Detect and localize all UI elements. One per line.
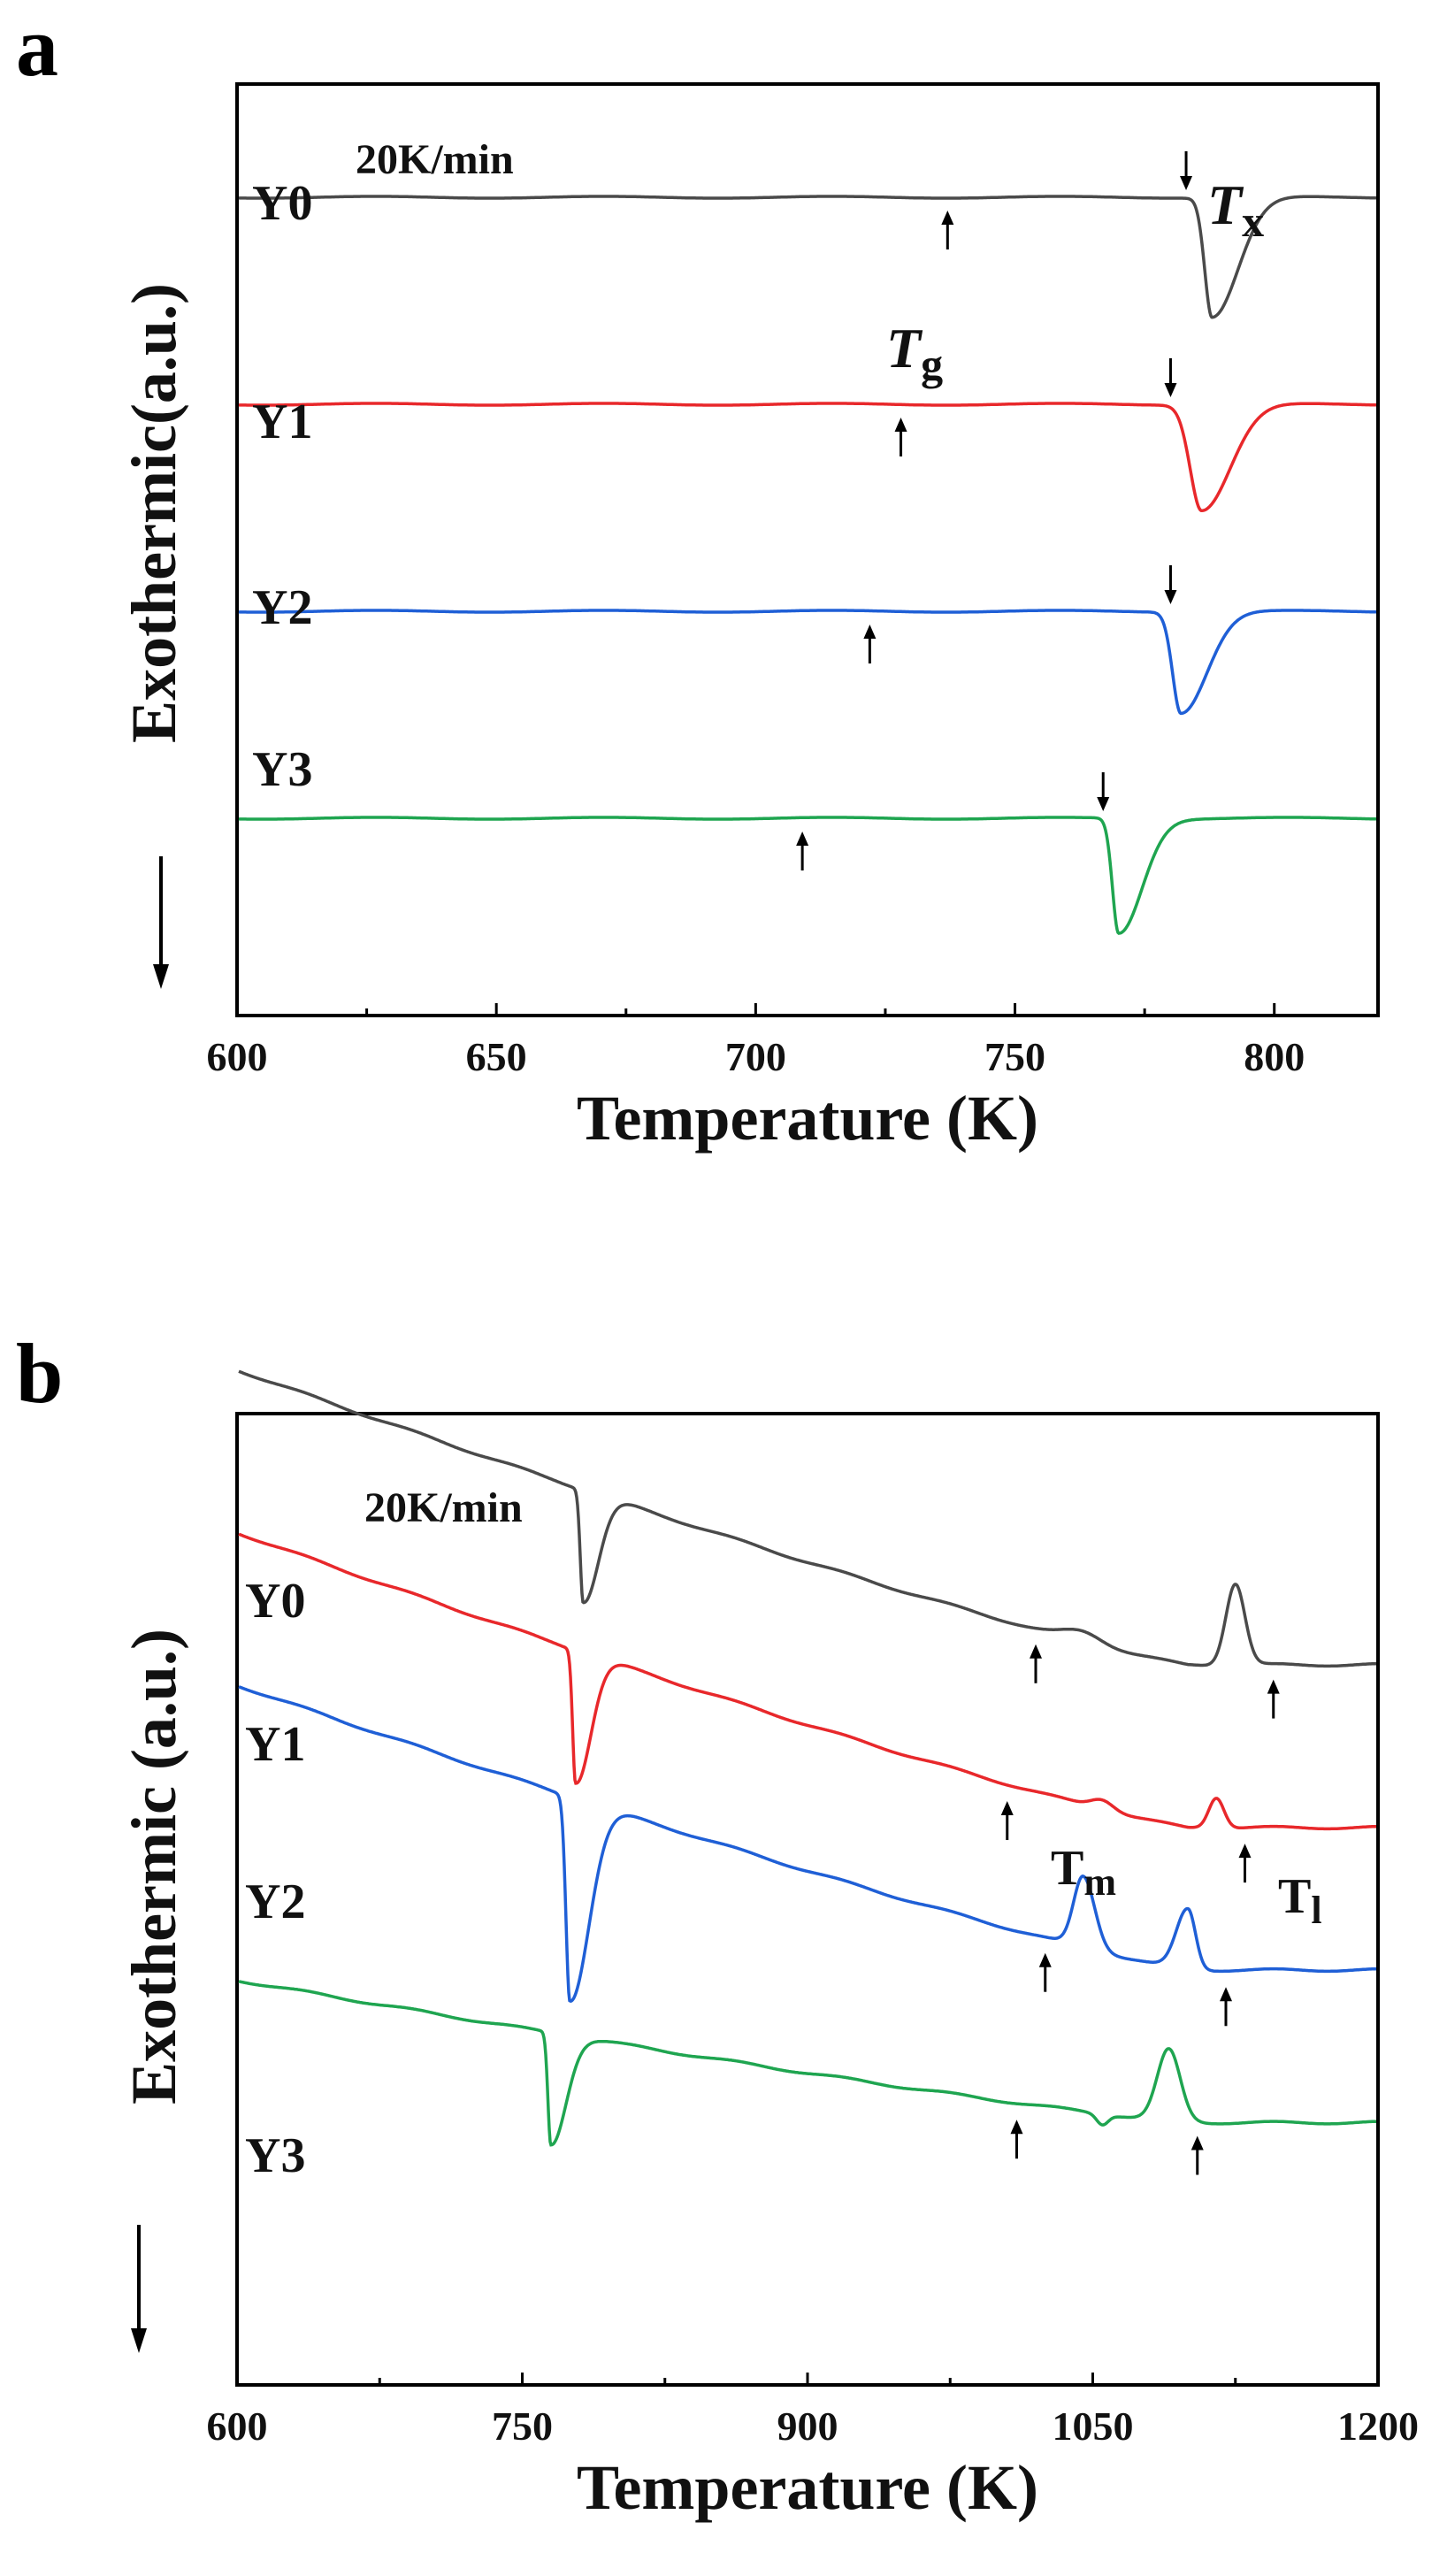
panel-b-series-Y0 <box>238 1369 1376 1668</box>
panel-a-series-Y3 <box>238 816 1376 935</box>
panel-a-series-Y2 <box>238 609 1376 716</box>
panel-b-ylabel-arrow-head <box>131 2328 147 2353</box>
panel-a-tx-label: Tx <box>1207 173 1264 246</box>
panel-a-series-Y1 <box>238 402 1376 513</box>
panel-a-tg-label: Tg <box>886 317 943 389</box>
panel-b-series-label-Y0: Y0 <box>245 1574 305 1629</box>
panel-b-label: b <box>16 1326 63 1421</box>
panel-b-ylabel: Exothermic (a.u.) <box>119 1629 189 2104</box>
panel-b-series-Y3 <box>238 1980 1376 2147</box>
panel-b: 600 750 900 1050 1200 Temperature (K) Exotherm… <box>119 1369 1419 2523</box>
panel-b-tm-arrow-Y0 <box>1030 1644 1042 1683</box>
panel-b-tm-label: Tm <box>1051 1841 1116 1904</box>
panel-b-xtick-label-600: 600 <box>207 2404 268 2449</box>
panel-b-xtick-label-900: 900 <box>777 2404 838 2449</box>
panel-a-tg-arrow-Y0 <box>941 211 954 249</box>
panel-b-tl-arrow-Y0 <box>1267 1679 1280 1719</box>
panel-b-series-Y2 <box>238 1685 1376 2004</box>
panel-a-plot-frame <box>235 82 1380 1017</box>
panel-a-series-label-Y1: Y1 <box>252 395 312 449</box>
panel-b-series-label-Y2: Y2 <box>245 1874 305 1929</box>
panel-b-tl-arrow-Y2 <box>1220 1987 1232 2027</box>
panel-b-xlabel: Temperature (K) <box>577 2452 1038 2523</box>
panel-b-tl-arrow-Y3 <box>1191 2135 1204 2175</box>
panel-b-xtick-label-1050: 1050 <box>1053 2404 1134 2449</box>
panel-b-tm-arrow-Y2 <box>1038 1952 1052 1992</box>
panel-a-xtick-label-700: 700 <box>725 1034 786 1079</box>
panel-b-plot-frame <box>235 1412 1380 2387</box>
panel-b-xtick-label-1200: 1200 <box>1337 2404 1419 2449</box>
panel-a-rate-label: 20K/min <box>356 136 514 183</box>
panel-b-series-label-Y3: Y3 <box>245 2128 305 2183</box>
panel-b-tl-label: Tl <box>1278 1869 1322 1932</box>
panel-a-tg-arrow-Y2 <box>863 625 877 663</box>
panel-a-label: a <box>16 0 58 94</box>
panel-a-xtick-label-650: 650 <box>466 1034 527 1079</box>
panel-b-tm-arrow-Y1 <box>1000 1801 1014 1841</box>
panel-a-xtick-label-800: 800 <box>1244 1034 1305 1079</box>
panel-a-ylabel: Exothermic(a.u.) <box>119 283 189 743</box>
panel-b-series-Y1 <box>238 1532 1376 1831</box>
panel-a-xlabel: Temperature (K) <box>577 1083 1038 1154</box>
panel-a-xtick-label-600: 600 <box>207 1034 268 1079</box>
panel-b-tm-arrow-Y3 <box>1010 2120 1023 2159</box>
panel-a-series-label-Y3: Y3 <box>252 742 312 797</box>
panel-b-xtick-label-750: 750 <box>492 2404 553 2449</box>
panel-a-tg-arrow-Y3 <box>796 832 809 870</box>
panel-a-xtick-label-750: 750 <box>984 1034 1045 1079</box>
panel-a-series-label-Y2: Y2 <box>252 580 312 635</box>
panel-a-series-label-Y0: Y0 <box>252 176 312 231</box>
panel-b-rate-label: 20K/min <box>364 1484 523 1531</box>
panel-a-tx-arrow-Y3 <box>1097 772 1110 811</box>
panel-b-tl-arrow-Y1 <box>1238 1844 1252 1883</box>
panel-b-series-label-Y1: Y1 <box>245 1717 305 1772</box>
panel-a-ylabel-arrow-head <box>153 964 169 989</box>
panel-a-tx-arrow-Y2 <box>1164 565 1177 604</box>
panel-a-tx-arrow-Y0 <box>1180 151 1193 190</box>
panel-a-tg-arrow-Y1 <box>894 418 907 456</box>
panel-a-series-Y0 <box>238 195 1376 319</box>
panel-a: 600 650 700 750 800 Temperature (K) Exothermic… <box>119 82 1380 1154</box>
panel-a-tx-arrow-Y1 <box>1164 358 1177 397</box>
